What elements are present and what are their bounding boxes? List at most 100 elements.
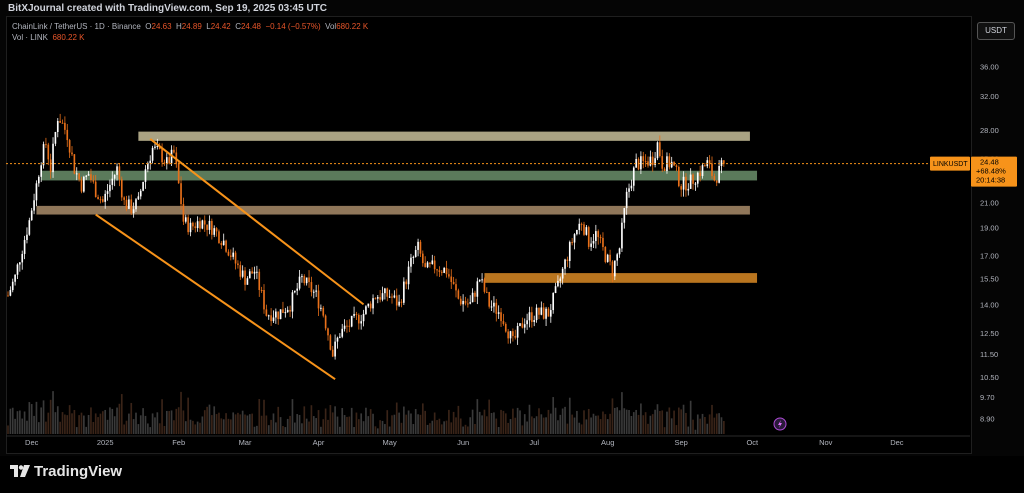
volume-bar [135,412,137,434]
volume-bar [706,423,709,434]
volume-bar [419,414,422,434]
volume-bar [502,410,505,434]
candle-body [341,328,344,337]
candle-body [312,291,315,293]
candle-body [303,276,306,284]
volume-bar [125,420,128,434]
x-tick-label: Nov [819,438,833,447]
volume-bar [154,417,156,434]
candle-body [135,199,137,210]
volume-bar [220,418,223,434]
price-chart[interactable]: 36.0032.0028.0025.0023.0021.0019.0017.00… [0,0,1024,456]
volume-bar [253,426,256,434]
volume-bar [599,419,602,434]
price-tag-countdown: 20:14:38 [976,176,1005,185]
candle-body [109,184,111,192]
volume-bar [485,416,488,434]
x-tick-label: Dec [25,438,39,447]
x-tick-label: Jul [529,438,539,447]
volume-bar [310,405,313,434]
y-tick-label: 15.50 [980,275,999,284]
candle-body [94,181,97,198]
chart-area[interactable] [6,16,972,454]
volume-bar [677,407,680,434]
candle-body [97,197,99,200]
candle-body [545,308,547,319]
candle-body [367,303,370,307]
candle-body [400,301,403,303]
candle-body [386,288,389,297]
candle-body [509,331,512,339]
volume-bar [256,425,258,434]
volume-bar [512,408,514,434]
candle-body [604,246,607,262]
volume-bar [54,412,57,434]
tradingview-brand: TradingView [34,463,123,480]
candle-body [571,242,573,244]
volume-bar [244,414,246,434]
tradingview-logo[interactable]: TradingView [10,463,122,480]
volume-legend-label[interactable]: Vol · LINK [12,33,49,42]
volume-bar [436,420,438,434]
zones [36,131,758,283]
volume-bar [585,419,588,434]
candle-body [549,310,552,317]
time-axis[interactable]: Dec 2025 Feb Mar Apr May Jun Jul Aug Sep Oct Nov Dec [6,435,970,447]
volume-bar [469,417,472,434]
volume-bar [234,414,237,434]
volume-bar [708,414,711,434]
volume-bar [410,413,412,434]
low-label: L [206,22,211,31]
volume-bar [78,415,80,434]
symbol-name[interactable]: ChainLink / TetherUS · 1D · Binance [12,22,141,31]
candle-body [92,180,95,182]
volume-bar [324,408,327,434]
candle-body [436,269,438,271]
candle-body [244,270,246,285]
volume-bar [334,406,336,434]
candle-body [407,266,410,285]
x-tick-label: Apr [313,438,325,447]
candle-body [585,227,588,235]
candle-body [111,178,114,185]
candle-body [59,121,61,123]
volume-bar [661,410,664,434]
candle-body [80,179,83,192]
volume-bar [388,426,391,434]
candle-body [561,268,564,279]
volume-bar [571,414,573,434]
volume-bar [21,418,24,434]
candle-body [531,312,533,323]
volume-bar [642,415,645,434]
lightning-icon[interactable] [773,417,787,431]
candle-body [23,239,26,254]
candle-body [421,253,424,264]
volume-bar [75,427,78,434]
candle-body [580,223,583,225]
volume-bar [417,414,419,434]
candle-body [595,231,597,242]
candle-body [576,229,578,235]
volume-bar [552,397,555,434]
volume-bar [258,399,261,434]
candle-body [322,307,325,316]
volume-bar [429,423,431,434]
currency-button[interactable]: USDT [977,22,1015,40]
candle-body [677,166,680,187]
candle-body [699,172,701,177]
candle-body [253,271,256,274]
volume-bar [663,427,666,434]
price-tag-price: 24.48 [980,158,999,167]
price-axis[interactable]: 36.0032.0028.0025.0023.0021.0019.0017.00… [980,63,999,424]
candle-body [659,142,661,157]
volume-bar [251,413,253,434]
change-value: −0.14 (−0.57%) [265,22,321,31]
volume-bar [19,410,21,434]
candle-body [578,223,581,230]
volume-bar [315,418,317,434]
volume-bar [459,418,462,434]
candle-body [590,243,592,247]
candle-body [116,166,118,175]
candle-body [78,173,80,180]
candle-body [161,148,163,163]
